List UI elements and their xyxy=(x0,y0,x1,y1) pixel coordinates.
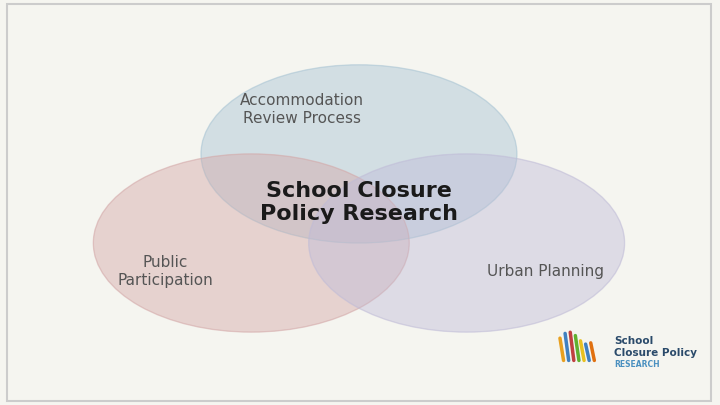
Circle shape xyxy=(201,65,517,243)
Text: Public
Participation: Public Participation xyxy=(117,255,213,288)
Text: Urban Planning: Urban Planning xyxy=(487,264,604,279)
Text: RESEARCH: RESEARCH xyxy=(614,360,660,369)
Circle shape xyxy=(94,154,409,332)
Text: Accommodation
Review Process: Accommodation Review Process xyxy=(240,93,364,126)
Text: School Closure
Policy Research: School Closure Policy Research xyxy=(260,181,458,224)
Circle shape xyxy=(309,154,624,332)
Text: School
Closure Policy: School Closure Policy xyxy=(614,336,697,358)
